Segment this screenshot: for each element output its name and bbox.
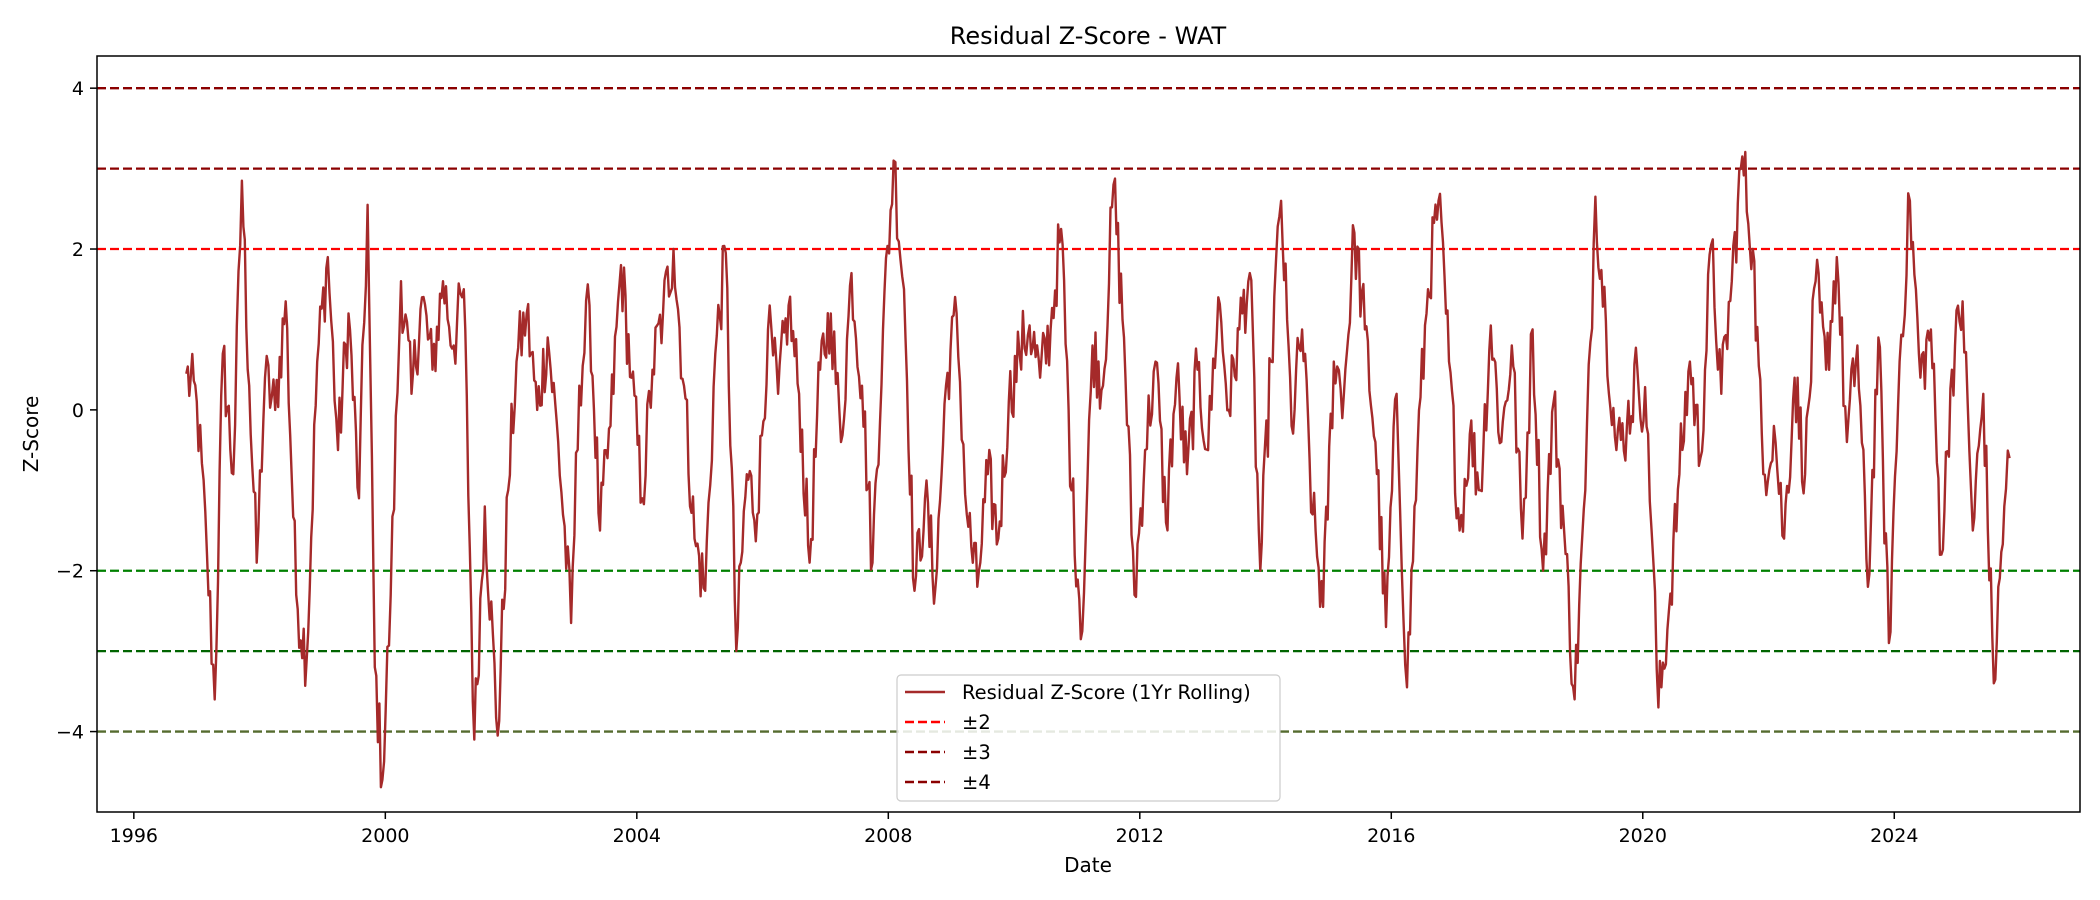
y-axis: 4 2 0 −2 −4 bbox=[56, 78, 97, 744]
x-tick-label: 2012 bbox=[1116, 825, 1164, 847]
x-tick-label: 1996 bbox=[110, 825, 158, 847]
x-tick-label: 2000 bbox=[361, 825, 409, 847]
legend-label-series: Residual Z-Score (1Yr Rolling) bbox=[962, 681, 1251, 704]
x-axis: 1996 2000 2004 2008 2012 2016 2020 2024 bbox=[110, 812, 1918, 847]
series-line bbox=[185, 150, 2011, 789]
x-tick-label: 2024 bbox=[1870, 825, 1918, 847]
legend-label-4: ±4 bbox=[962, 771, 991, 794]
x-axis-label: Date bbox=[1064, 853, 1112, 877]
legend-box bbox=[896, 674, 1281, 802]
x-tick-label: 2008 bbox=[864, 825, 912, 847]
x-tick-label: 2004 bbox=[613, 825, 661, 847]
x-tick-label: 2016 bbox=[1367, 825, 1415, 847]
legend-label-3: ±3 bbox=[962, 741, 991, 764]
y-tick-label: 4 bbox=[72, 78, 84, 100]
legend-label-2: ±2 bbox=[962, 711, 991, 734]
y-tick-label: −2 bbox=[56, 561, 84, 583]
y-tick-label: 2 bbox=[72, 239, 84, 261]
y-tick-label: −4 bbox=[56, 722, 84, 744]
x-tick-label: 2020 bbox=[1619, 825, 1667, 847]
y-axis-label: Z-Score bbox=[19, 396, 43, 473]
chart-title: Residual Z-Score - WAT bbox=[950, 22, 1227, 50]
y-tick-label: 0 bbox=[72, 400, 84, 422]
plot-frame bbox=[96, 55, 2081, 813]
legend: Residual Z-Score (1Yr Rolling) ±2 ±3 ±4 bbox=[896, 674, 1281, 802]
